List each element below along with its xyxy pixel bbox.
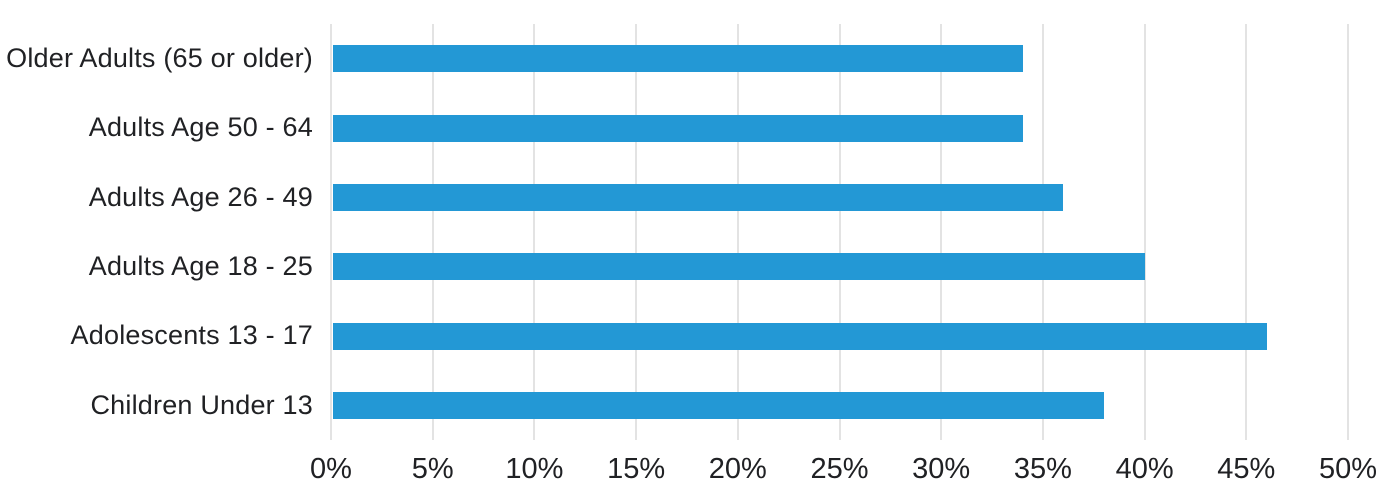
gridline-10 — [533, 24, 536, 440]
category-label-3: Adults Age 18 - 25 — [88, 251, 313, 282]
category-label-5: Children Under 13 — [90, 389, 313, 420]
x-tick-label-45: 45% — [1217, 453, 1276, 485]
x-tick-label-20: 20% — [708, 453, 767, 485]
x-tick-label-25: 25% — [810, 453, 869, 485]
category-label-4: Adolescents 13 - 17 — [70, 320, 313, 351]
plot-area — [330, 24, 1349, 440]
gridline-25 — [838, 24, 841, 440]
x-tick-label-35: 35% — [1013, 453, 1072, 485]
bar-4 — [333, 322, 1267, 350]
category-label-1: Adults Age 50 - 64 — [88, 112, 313, 143]
x-tick-label-5: 5% — [411, 453, 454, 485]
x-tick-label-40: 40% — [1115, 453, 1174, 485]
x-tick-label-50: 50% — [1318, 453, 1378, 485]
gridline-15 — [635, 24, 638, 440]
bar-3 — [333, 253, 1145, 281]
x-tick-label-30: 30% — [912, 453, 971, 485]
bar-0 — [333, 45, 1023, 73]
bar-5 — [333, 391, 1104, 419]
category-label-2: Adults Age 26 - 49 — [88, 181, 313, 212]
category-axis: Older Adults (65 or older) Adults Age 50 … — [0, 24, 313, 440]
x-tick-label-10: 10% — [505, 453, 564, 485]
x-tick-label-0: 0% — [310, 453, 352, 485]
bar-2 — [333, 183, 1064, 211]
bar-1 — [333, 114, 1023, 142]
gridline-0 — [330, 24, 332, 440]
category-label-0: Older Adults (65 or older) — [6, 43, 313, 74]
gridline-20 — [736, 24, 739, 440]
gridline-35 — [1041, 24, 1044, 440]
gridline-5 — [431, 24, 434, 440]
x-axis: 0% 5% 10% 15% 20% 25% 30% 35% 40% 45% 50% — [310, 453, 1377, 493]
gridline-30 — [940, 24, 943, 440]
gridline-40 — [1143, 24, 1146, 440]
x-tick-label-15: 15% — [607, 453, 666, 485]
gridline-50 — [1347, 24, 1349, 440]
gridline-45 — [1245, 24, 1248, 440]
